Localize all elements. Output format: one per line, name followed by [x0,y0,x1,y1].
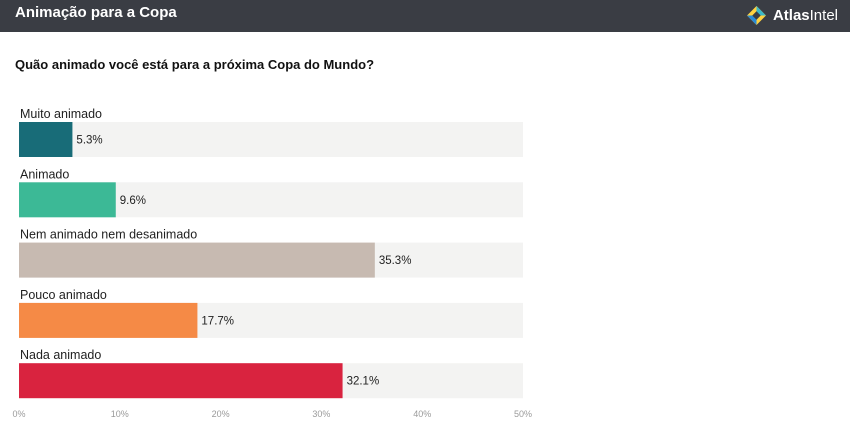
atlasintel-logo-icon [747,5,766,25]
bar [19,242,375,278]
x-tick-label: 40% [413,409,431,419]
value-label: 5.3% [76,135,102,147]
header-bar: Animação para a Copa AtlasIntel [0,0,850,32]
x-tick-label: 20% [212,409,230,419]
category-label: Muito animado [20,107,102,121]
chart-title: Animação para a Copa [15,4,177,21]
category-label: Nem animado nem desanimado [20,228,197,242]
brand: AtlasIntel [746,3,838,27]
brand-name: AtlasIntel [773,7,838,24]
category-label: Pouco animado [20,288,107,302]
x-tick-label: 50% [514,409,532,419]
x-tick-label: 0% [12,409,25,419]
value-label: 9.6% [120,195,146,207]
bar [19,363,343,399]
value-label: 17.7% [201,315,234,327]
bar [19,122,73,157]
x-tick-label: 30% [312,409,330,419]
question-text: Quão animado você está para a próxima Co… [15,57,375,72]
bar [19,182,116,218]
value-label: 35.3% [379,255,412,267]
bar-track [19,122,523,157]
brand-name-part1: Atlas [772,6,810,24]
category-label: Nada animado [20,348,101,362]
category-label: Animado [20,167,69,181]
value-label: 32.1% [347,376,380,388]
bar [19,302,198,338]
brand-name-part2: Intel [809,6,838,24]
x-tick-label: 10% [111,409,129,419]
